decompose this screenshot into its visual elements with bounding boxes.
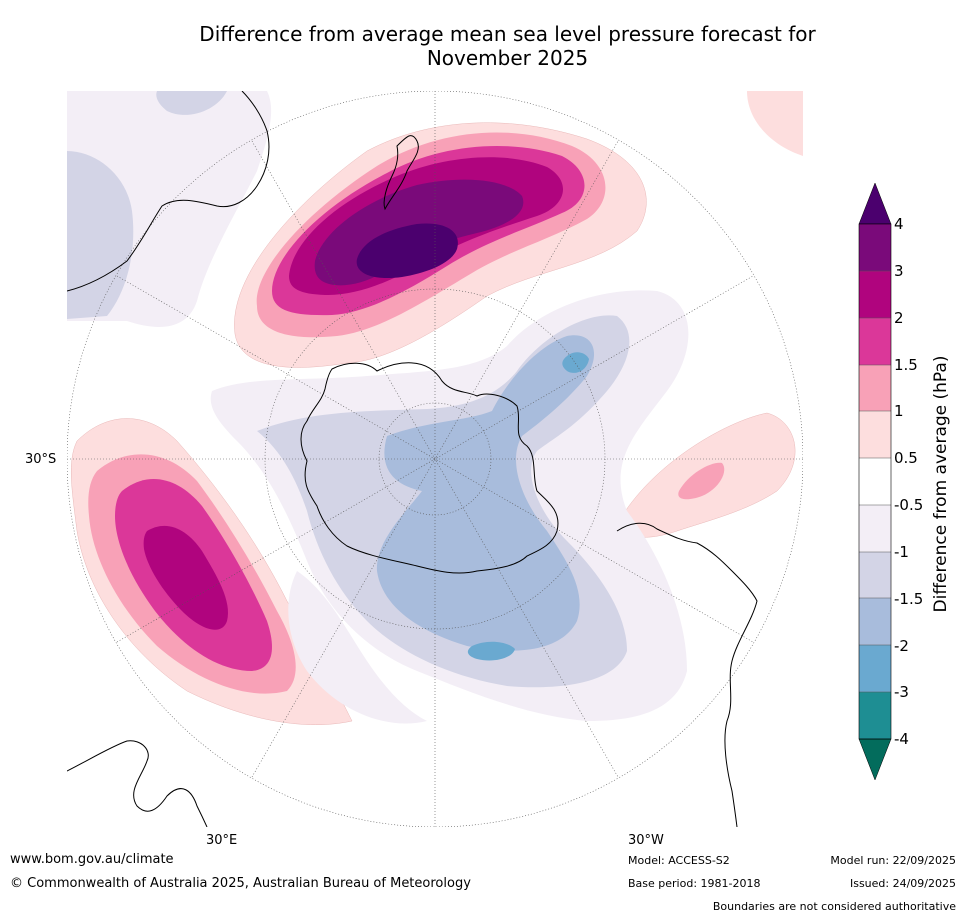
high-anomaly-southamerica	[621, 412, 796, 538]
cb-tick-minus-0.5: -0.5	[894, 496, 924, 514]
cb-separators	[859, 270, 891, 693]
colorbar-title: Difference from average (hPa)	[931, 355, 951, 613]
lat-label-30s: 30°S	[25, 452, 57, 467]
africa-coast	[67, 740, 208, 827]
footer-model: Model: ACCESS-S2	[628, 854, 730, 867]
map-title: Difference from average mean sea level p…	[160, 22, 855, 70]
cb-tick-minus-1: -1	[894, 543, 909, 561]
cb-swatch-0.5to1	[859, 411, 891, 458]
low-anomaly-antarctica	[210, 290, 689, 724]
newzealand-coast	[383, 135, 419, 211]
cb-swatch-3to4	[859, 224, 891, 271]
cb-frame	[858, 223, 892, 740]
title-line-1: Difference from average mean sea level p…	[199, 22, 816, 46]
cb-swatch-m3tom2	[859, 645, 891, 692]
cb-swatch-m1tom0.5	[859, 505, 891, 552]
cb-tick-3: 3	[894, 262, 904, 280]
footer-base-period: Base period: 1981-2018	[628, 877, 761, 890]
cb-swatch-neutral	[859, 458, 891, 505]
cb-tick-1: 1	[894, 402, 904, 420]
lon-label-30w: 30°W	[628, 833, 664, 848]
cb-tick-4: 4	[894, 215, 904, 233]
cb-tick-minus-1.5: -1.5	[894, 590, 924, 608]
cb-swatch-lt-4	[858, 738, 892, 781]
polar-map	[67, 91, 803, 827]
footer-copyright: © Commonwealth of Australia 2025, Austra…	[10, 876, 471, 891]
cb-tick-minus-2: -2	[894, 637, 909, 655]
coastlines	[67, 91, 758, 827]
cb-tick-0.5: 0.5	[894, 449, 918, 467]
footer-disclaimer: Boundaries are not considered authoritat…	[712, 900, 956, 913]
lon-label-30e: 30°E	[206, 833, 238, 848]
cb-swatch-gt4	[858, 182, 892, 225]
southamerica-coast	[616, 522, 758, 827]
cb-swatch-m1.5tom1	[859, 552, 891, 598]
cb-swatch-2to3	[859, 271, 891, 318]
footer-issued: Issued: 24/09/2025	[849, 877, 956, 890]
cb-tick-minus-4: -4	[894, 730, 909, 748]
cb-swatch-m4tom3	[859, 692, 891, 739]
high-anomaly-topright	[747, 91, 803, 156]
australia-coast	[67, 91, 270, 292]
antarctica-coast	[300, 362, 559, 574]
cb-tick-2: 2	[894, 309, 904, 327]
high-anomaly-newzealand	[234, 122, 647, 368]
colorbar	[858, 182, 892, 781]
title-line-2: November 2025	[426, 46, 589, 70]
footer-model-run: Model run: 22/09/2025	[830, 854, 956, 867]
cb-swatch-m2tom1.5	[859, 598, 891, 645]
cb-swatch-1to1.5	[859, 365, 891, 411]
cb-tick-1.5: 1.5	[894, 356, 918, 374]
high-anomaly-southatlantic	[70, 418, 353, 725]
graticule	[67, 91, 803, 827]
cb-swatch-1.5to2	[859, 318, 891, 365]
cb-tick-minus-3: -3	[894, 683, 909, 701]
footer-url: www.bom.gov.au/climate	[10, 852, 174, 867]
